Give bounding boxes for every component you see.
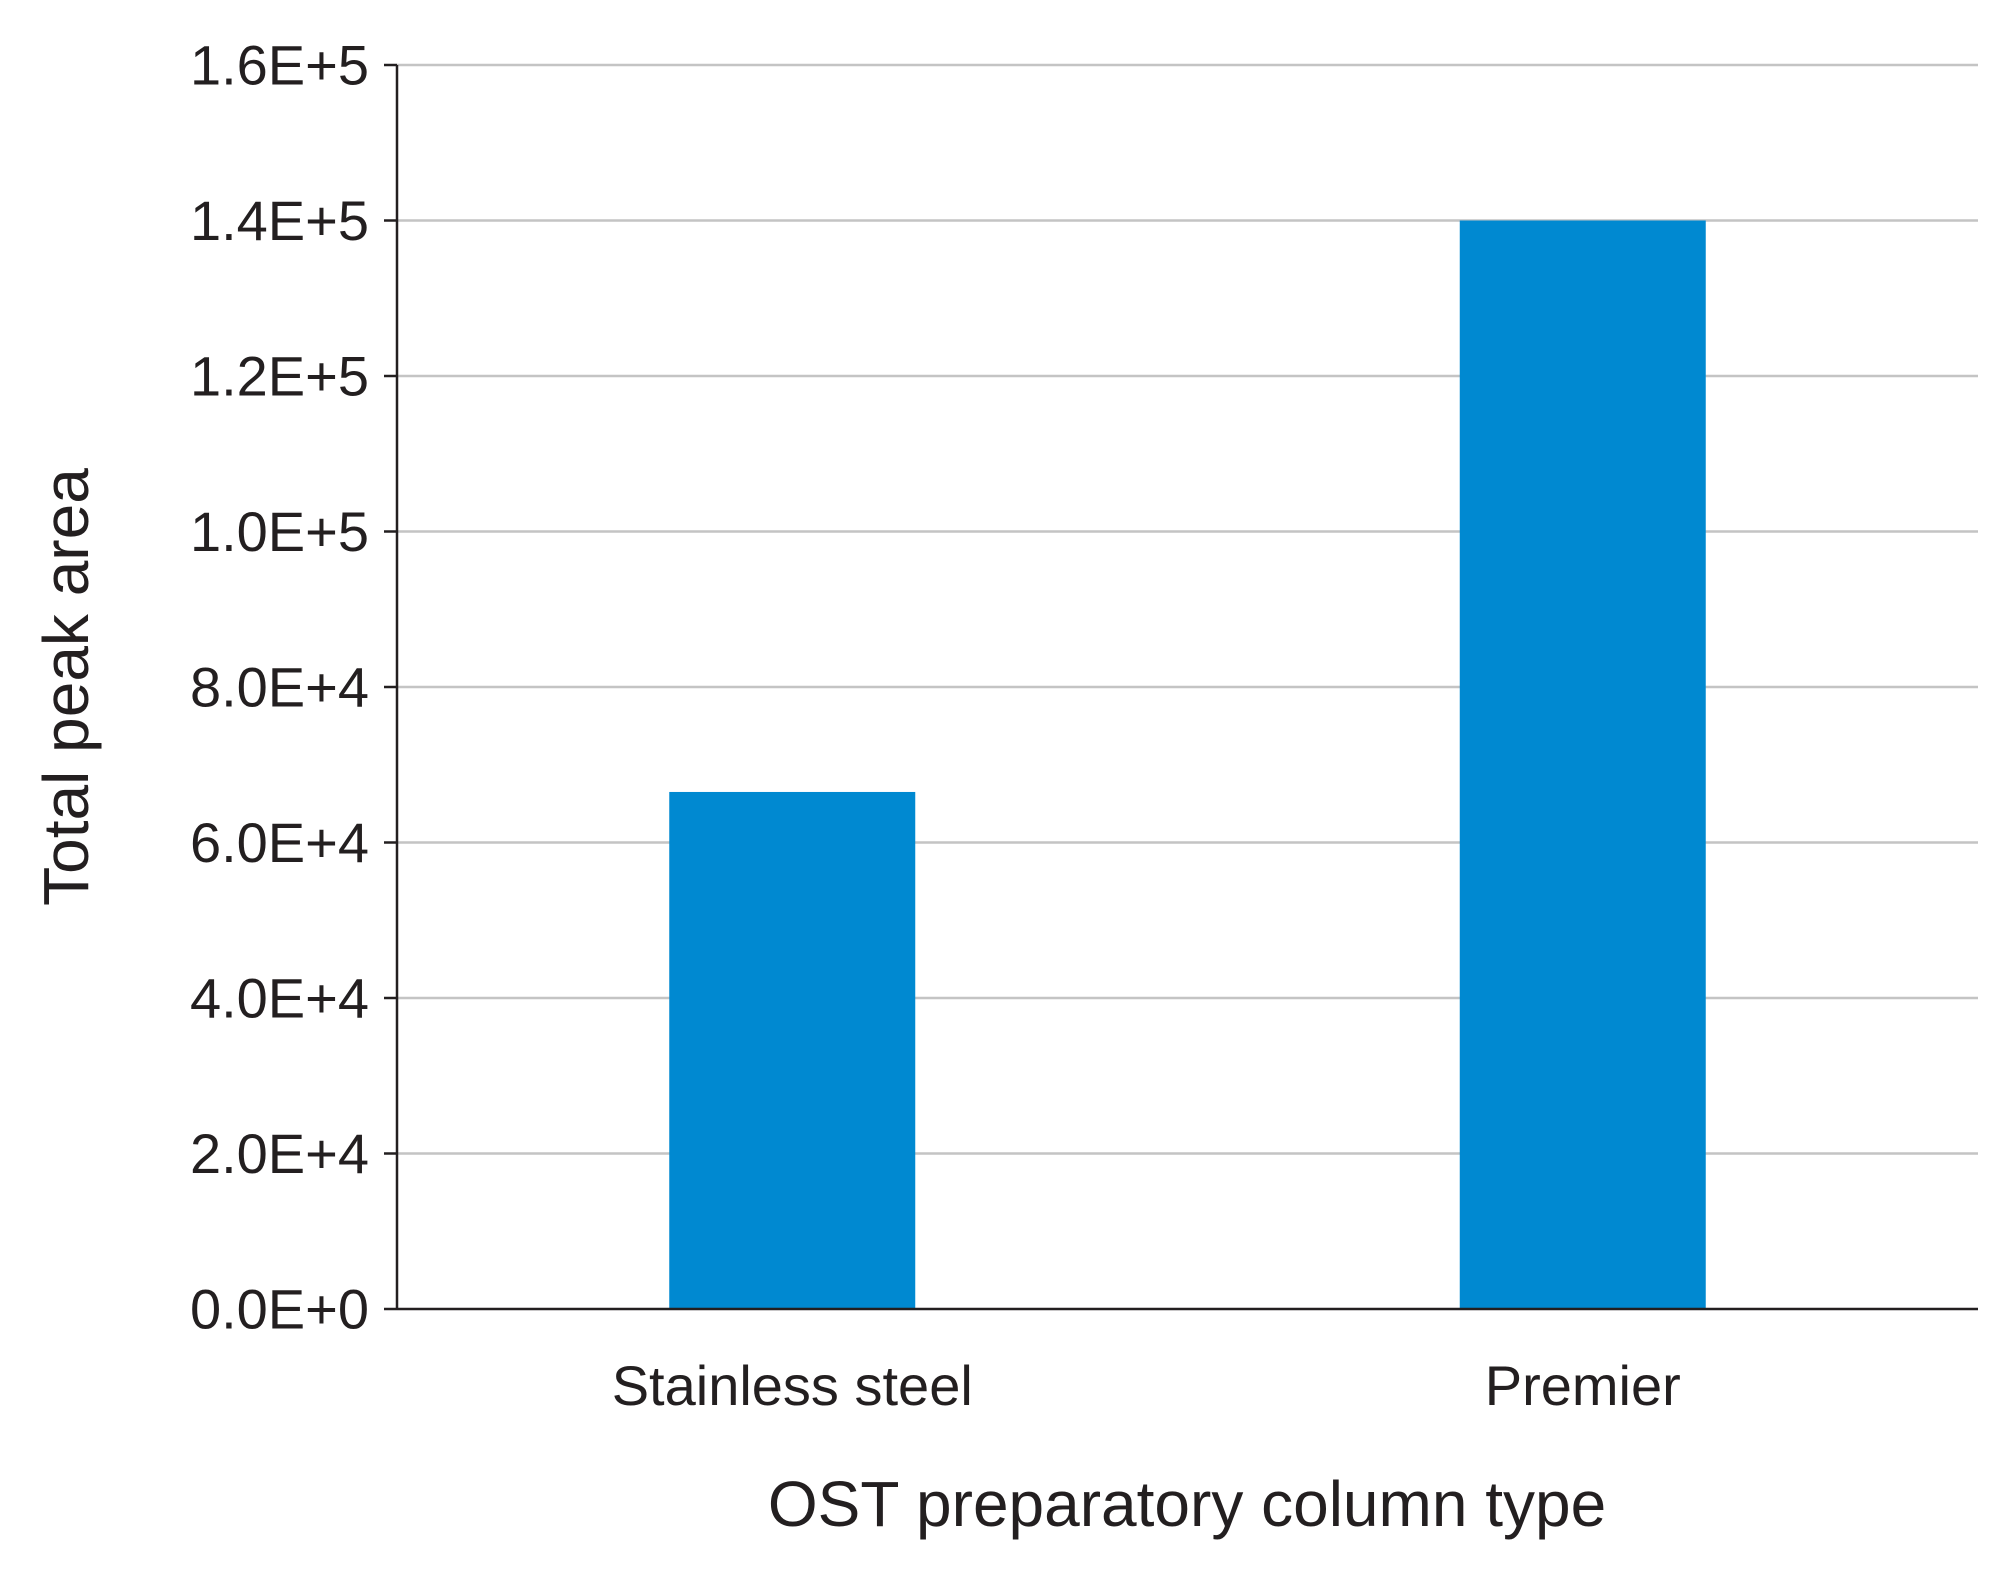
- y-axis-ticks: 0.0E+0 2.0E+4 4.0E+4 6.0E+4 8.0E+4 1.0E+5 1.2E…: [190, 34, 397, 1341]
- y-tick-label: 1.6E+5: [190, 34, 369, 97]
- bar-premier: [1459, 220, 1706, 1309]
- gridlines: [397, 63, 1978, 1155]
- x-category-label: Premier: [1485, 1354, 1681, 1417]
- y-axis-title: Total peak area: [30, 468, 102, 906]
- y-tick-label: 1.4E+5: [190, 189, 369, 252]
- bar-stainless-steel: [669, 791, 916, 1309]
- y-tick-label: 2.0E+4: [190, 1122, 369, 1185]
- y-tick-label: 0.0E+0: [190, 1278, 369, 1341]
- bars: [669, 220, 1706, 1309]
- y-tick-label: 1.2E+5: [190, 345, 369, 408]
- x-category-label: Stainless steel: [612, 1354, 973, 1417]
- y-tick-label: 1.0E+5: [190, 500, 369, 563]
- x-axis-category-labels: Stainless steel Premier: [612, 1354, 1681, 1417]
- y-tick-label: 8.0E+4: [190, 656, 369, 719]
- y-tick-label: 6.0E+4: [190, 811, 369, 874]
- y-tick-label: 4.0E+4: [190, 967, 369, 1030]
- x-axis-title: OST preparatory column type: [768, 1468, 1606, 1540]
